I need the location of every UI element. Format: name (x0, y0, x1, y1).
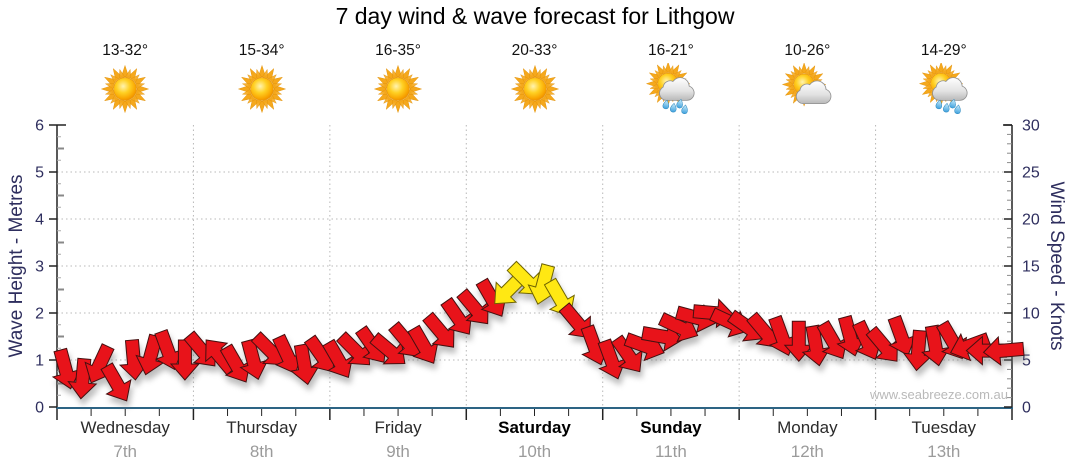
temperature-range: 15-34° (238, 42, 285, 59)
x-label-day-date: 11th (655, 442, 687, 461)
wind-arrow (597, 338, 627, 380)
day-forecast-monday: 10-26° (739, 42, 875, 120)
wind-arrow (100, 362, 132, 402)
wind-arrow (290, 343, 320, 386)
wind-arrow (816, 319, 848, 360)
wind-arrow-series (51, 260, 1025, 402)
wind-arrow (51, 347, 81, 390)
day-forecast-tuesday: 14-29° (876, 42, 1012, 120)
wind-arrow (154, 328, 184, 371)
x-label-day-date: 7th (113, 442, 138, 461)
y-axis-right-ticks: 0 5 10 15 20 25 30 (1004, 118, 1040, 417)
wind-arrow (982, 335, 1025, 366)
wind-arrow (135, 333, 165, 376)
temperature-range: 20-33° (511, 42, 558, 59)
x-label-day-date: 9th (386, 442, 410, 461)
wind-arrow (219, 343, 251, 383)
wind-arrow (801, 324, 832, 367)
x-label-day-name: Tuesday (911, 418, 977, 437)
x-label-day-name: Friday (374, 418, 422, 437)
chart-title: 7 day wind & wave forecast for Lithgow (335, 3, 735, 29)
svg-text:1: 1 (35, 353, 44, 370)
svg-text:0: 0 (1022, 400, 1031, 417)
wind-arrow (887, 314, 917, 357)
wind-arrow (610, 334, 643, 373)
wind-arrow (921, 324, 951, 367)
wind-arrow (369, 332, 406, 365)
svg-text:30: 30 (1022, 118, 1040, 135)
svg-text:5: 5 (35, 165, 44, 182)
y-axis-left-ticks: 0 1 2 3 4 5 6 (35, 118, 64, 417)
x-label-day-name: Sunday (640, 418, 702, 437)
wind-arrow (239, 338, 269, 381)
svg-text:4: 4 (35, 212, 44, 229)
x-label-day-name: Thursday (226, 418, 298, 437)
x-label-day-date: 8th (249, 442, 274, 461)
x-label-day-date: 13th (927, 442, 961, 461)
svg-text:25: 25 (1022, 165, 1040, 182)
svg-text:3: 3 (35, 259, 44, 276)
svg-text:15: 15 (1022, 259, 1040, 276)
svg-text:20: 20 (1022, 212, 1040, 229)
day-forecast-thursday: 15-34° (194, 42, 330, 120)
x-label-day-name: Monday (777, 418, 838, 437)
x-axis-ticks (56, 409, 1013, 420)
x-label-day-name: Wednesday (80, 418, 170, 437)
svg-text:5: 5 (1022, 353, 1031, 370)
wind-arrow (335, 331, 371, 366)
temperature-range: 14-29° (920, 42, 967, 59)
temperature-range: 16-21° (648, 42, 694, 59)
wind-arrow (456, 288, 489, 325)
wind-arrow (407, 324, 439, 364)
day-forecast-sunday: 16-21° (603, 42, 739, 120)
temperature-range: 10-26° (784, 42, 831, 59)
wind-arrow (422, 311, 455, 348)
temperature-range: 13-32° (102, 42, 149, 59)
x-label-day-date: 12th (790, 442, 824, 461)
svg-text:0: 0 (35, 400, 44, 417)
svg-text:6: 6 (35, 118, 44, 135)
watermark: www.seabreeze.com.au (869, 387, 1008, 402)
day-forecast-friday: 16-35° (330, 42, 466, 120)
svg-text:10: 10 (1022, 306, 1040, 323)
wind-arrow (322, 338, 354, 378)
temperature-range: 16-35° (375, 42, 421, 59)
wind-arrow (169, 339, 201, 381)
day-forecast-saturday: 20-33° (467, 42, 603, 120)
horizontal-gridlines (57, 171, 1012, 361)
x-label-day-date: 10th (517, 442, 552, 461)
wind-arrow (440, 296, 473, 335)
wind-arrow (783, 320, 814, 362)
day-forecast-wednesday: 13-32° (57, 42, 193, 120)
svg-text:2: 2 (35, 306, 44, 323)
x-label-day-name: Saturday (498, 418, 571, 437)
